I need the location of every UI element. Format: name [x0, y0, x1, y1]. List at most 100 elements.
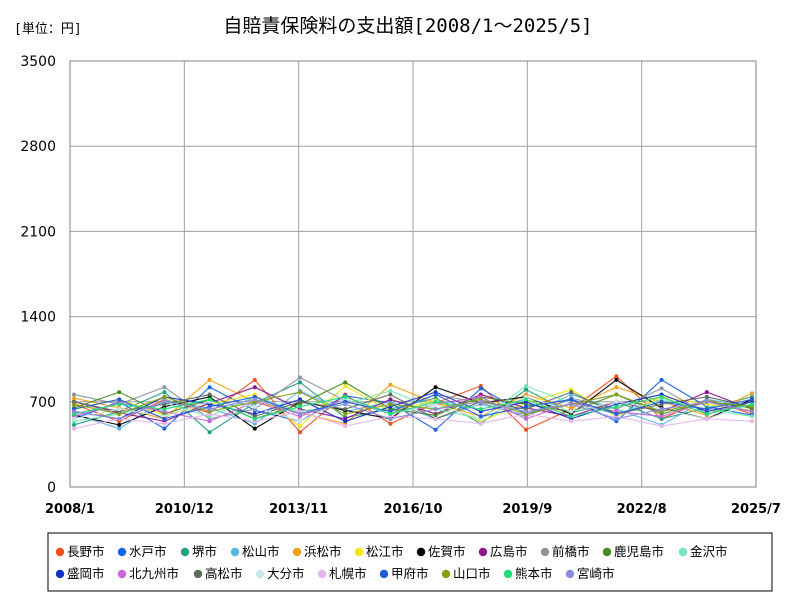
series-point: [252, 416, 257, 421]
series-point: [569, 419, 574, 424]
series-point: [162, 394, 167, 399]
series-point: [343, 407, 348, 412]
series-point: [388, 411, 393, 416]
legend-label: 盛岡市: [67, 566, 105, 581]
series-point: [207, 407, 212, 412]
legend-label: 佐賀市: [428, 544, 466, 559]
series-point: [478, 399, 483, 404]
legend-marker: [117, 547, 127, 557]
series-point: [478, 386, 483, 391]
legend-label: 前橋市: [552, 544, 590, 559]
legend-label: 金沢市: [690, 544, 728, 559]
legend-label: 北九州市: [129, 566, 179, 581]
legend-marker: [292, 547, 302, 557]
series-point: [343, 402, 348, 407]
series-point: [524, 427, 528, 432]
series-point: [162, 407, 167, 412]
series-point: [750, 391, 754, 396]
series-point: [524, 387, 528, 392]
y-tick-label: 2100: [20, 224, 56, 240]
y-tick-label: 2800: [20, 139, 56, 155]
series-point: [704, 394, 709, 399]
series-line-2: [73, 379, 753, 431]
series-point: [524, 383, 528, 388]
series-point: [388, 397, 393, 402]
x-tick-label: 2010/12: [155, 502, 214, 517]
legend-label: 大分市: [267, 566, 305, 581]
series-point: [433, 385, 438, 390]
legend-label: 堺市: [192, 544, 217, 559]
series-point: [614, 392, 619, 397]
series-line-10: [73, 381, 753, 420]
series-point: [72, 422, 76, 427]
series-point: [433, 407, 438, 412]
series-point: [569, 405, 574, 410]
series-point: [388, 382, 393, 387]
series-point: [569, 390, 574, 395]
series-point: [343, 424, 348, 429]
legend-label: 長野市: [67, 544, 105, 559]
x-tick-label: 2008/1: [45, 502, 95, 517]
series-point: [388, 402, 393, 407]
series-point: [117, 422, 122, 427]
series-point: [433, 427, 438, 432]
series-point: [659, 394, 664, 399]
series-point: [207, 385, 212, 390]
series-point: [614, 377, 619, 382]
series-point: [162, 421, 167, 426]
series-point: [252, 385, 257, 390]
series-point: [750, 414, 754, 419]
legend-label: 甲府市: [391, 566, 429, 581]
series-point: [433, 392, 438, 397]
grid: [70, 60, 756, 488]
legend-marker: [230, 547, 240, 557]
unit-label: [単位：円]: [14, 21, 82, 37]
series-point: [298, 419, 302, 424]
series-point: [72, 396, 76, 401]
series-point: [614, 416, 619, 421]
series-point: [524, 404, 528, 409]
series-point: [478, 414, 483, 419]
chart-title: 自賠責保険料の支出額[2008/1～2025/5]: [223, 15, 592, 37]
series-point: [750, 419, 754, 424]
series-point: [298, 399, 302, 404]
legend-label: 高松市: [205, 566, 243, 581]
series-point: [252, 404, 257, 409]
legend-marker: [678, 547, 688, 557]
series-point: [72, 416, 76, 421]
series-point: [750, 409, 754, 414]
series-point: [388, 421, 393, 426]
series-point: [614, 374, 619, 379]
series-point: [569, 409, 574, 414]
series-point: [704, 399, 709, 404]
series-point: [162, 399, 167, 404]
series-point: [207, 397, 212, 402]
series-point: [207, 377, 212, 382]
legend-marker: [379, 569, 389, 579]
series-point: [614, 411, 619, 416]
series-point: [704, 407, 709, 412]
legend-marker: [503, 569, 513, 579]
series-point: [298, 430, 302, 435]
series-point: [298, 380, 302, 385]
x-tick-label: 2016/10: [383, 502, 442, 517]
series-point: [704, 390, 709, 395]
series-point: [117, 407, 122, 412]
series-point: [162, 426, 167, 431]
series-point: [207, 430, 212, 435]
legend-marker: [117, 569, 127, 579]
series-point: [343, 394, 348, 399]
legend-marker: [540, 547, 550, 557]
y-tick-label: 1400: [20, 310, 56, 326]
series-point: [117, 411, 122, 416]
series-point: [207, 392, 212, 397]
legend-marker: [416, 547, 426, 557]
legend-marker: [193, 569, 203, 579]
legend-marker: [478, 547, 488, 557]
series-point: [298, 390, 302, 395]
series-point: [704, 416, 709, 421]
series-point: [72, 426, 76, 431]
series-point: [433, 413, 438, 418]
